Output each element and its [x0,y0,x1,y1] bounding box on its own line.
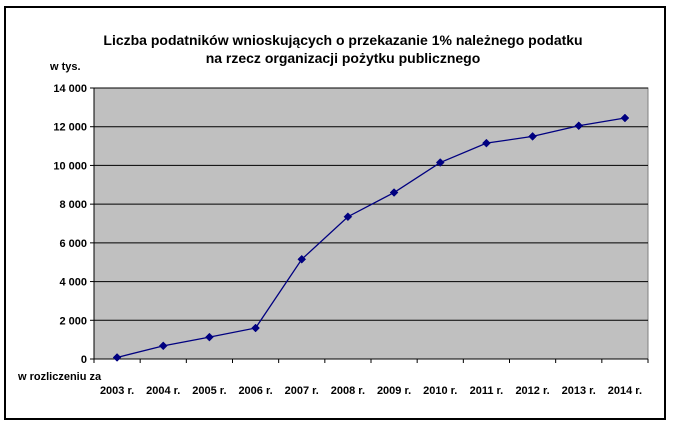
data-point-marker [112,353,122,362]
data-point-marker [343,212,353,222]
x-tick-label: 2012 r. [515,385,549,397]
data-point-marker [528,132,537,141]
x-axis-label: w rozliczeniu za [17,371,102,383]
data-point-marker [435,158,445,167]
y-tick-label: 8 000 [59,199,87,211]
x-tick-label: 2008 r. [331,385,365,397]
x-tick-label: 2014 r. [608,385,642,397]
x-tick-label: 2010 r. [423,385,457,397]
plot-area [93,87,649,360]
y-tick-label: 4 000 [59,277,87,289]
x-tick-label: 2006 r. [238,385,272,397]
y-tick-label: 0 [81,354,87,366]
data-point-marker [482,138,491,148]
x-tick-label: 2009 r. [377,385,411,397]
x-tick-label: 2013 r. [562,385,596,397]
y-tick-label: 10 000 [53,160,87,172]
series-group [112,113,630,362]
x-tick-label: 2004 r. [146,385,180,397]
chart-subtitle: na rzecz organizacji pożytku publicznego [206,50,481,66]
data-point-marker [620,113,630,123]
x-tick-label: 2011 r. [470,385,504,397]
y-tick-label: 12 000 [53,122,87,134]
y-axis-label: w tys. [49,61,81,73]
y-tick-label: 6 000 [59,238,87,250]
data-point-marker [389,188,399,197]
y-tick-labels: 0 2 000 4 000 6 000 8 000 10 000 12 000 14 000 [53,83,94,366]
x-tick-label: 2003 r. [100,385,134,397]
data-point-marker [205,332,214,342]
chart-title: Liczba podatników wnioskujących o przeka… [103,32,582,48]
data-point-marker [251,323,260,333]
y-tick-label: 14 000 [53,83,87,95]
x-tick-label: 2007 r. [285,385,319,397]
series-line [116,117,626,359]
data-point-marker [297,254,307,264]
y-tick-label: 2 000 [59,315,87,327]
line-chart: Liczba podatników wnioskujących o przeka… [17,32,649,397]
data-point-marker [574,121,584,131]
x-tick-label: 2005 r. [192,385,226,397]
data-point-marker [158,341,168,351]
x-tick-labels: 2003 r. 2004 r. 2005 r. 2006 r. 2007 r. 2008 … [93,359,649,397]
chart-frame: Liczba podatników wnioskujących o przeka… [4,6,666,420]
